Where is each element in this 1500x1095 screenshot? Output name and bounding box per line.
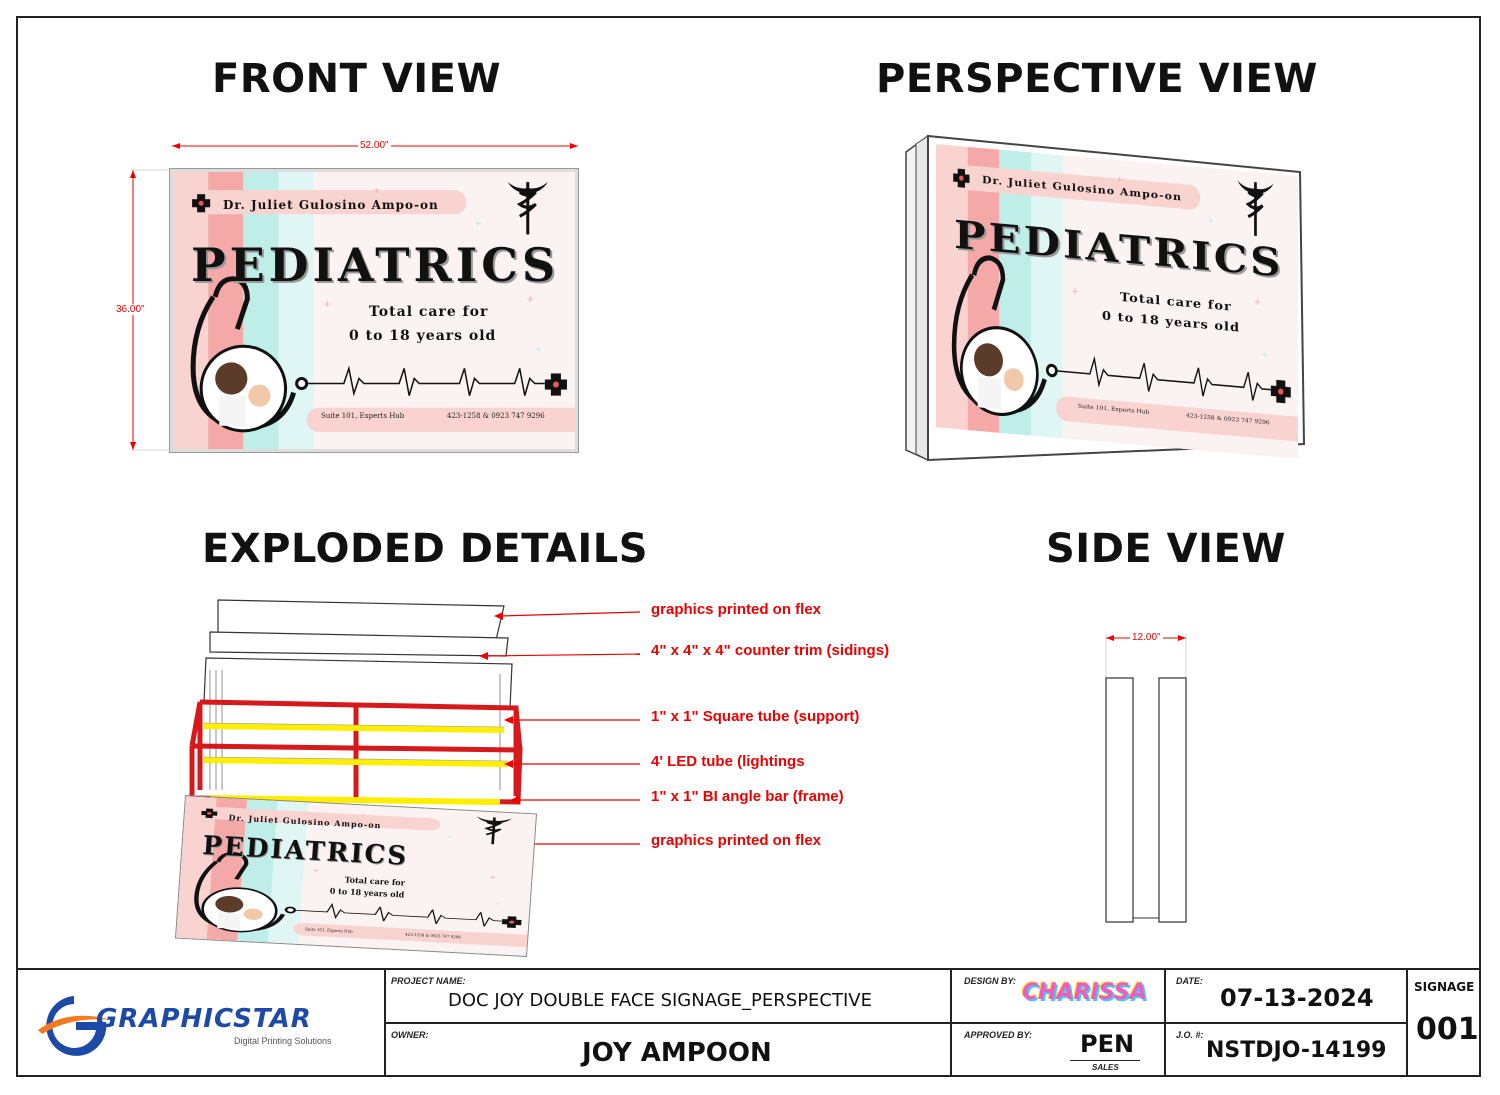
owner-cell: OWNER: JOY AMPOON	[384, 1024, 950, 1077]
design-label: DESIGN BY:	[964, 976, 1017, 986]
exploded-details: Dr. Juliet Gulosino Ampo-on PEDIATRICS T…	[170, 590, 910, 960]
graphicstar-swoosh-icon	[38, 996, 112, 1056]
sign-address: Suite 101, Experts Hub	[321, 412, 405, 420]
side-view-title: SIDE VIEW	[1046, 526, 1286, 572]
perspective-sign-face: Dr. Juliet Gulosino Ampo-on PEDIATRICS T…	[936, 144, 1298, 459]
side-view: 12.00"	[1090, 626, 1210, 926]
approved-cell: APPROVED BY: PEN SALES	[950, 1024, 1164, 1077]
design-cell: DESIGN BY: CHARISSA	[950, 970, 1164, 1024]
jo-cell: J.O. #: NSTDJO-14199	[1164, 1024, 1406, 1077]
title-block: GRAPHICSTAR Digital Printing Solutions P…	[16, 968, 1481, 1077]
depth-dimension-label: 12.00"	[1130, 632, 1163, 643]
width-dimension-label: 52.00"	[358, 140, 391, 151]
designer-name: CHARISSA	[1022, 980, 1147, 1005]
approver-underline	[1070, 1060, 1140, 1061]
sign-doctor-name: Dr. Juliet Gulosino Ampo-on	[223, 198, 439, 212]
logo-name: GRAPHICSTAR	[96, 1004, 312, 1034]
callout-front-graphics: graphics printed on flex	[651, 832, 822, 849]
date-value: 07-13-2024	[1220, 984, 1374, 1012]
callout-angle-bar: 1" x 1" BI angle bar (frame)	[651, 788, 844, 805]
exploded-details-title: EXPLODED DETAILS	[202, 526, 649, 572]
owner-name: JOY AMPOON	[582, 1038, 772, 1068]
approver-role: SALES	[1092, 1063, 1119, 1072]
front-view: 52.00" 36.00" Dr. Juliet Gulosino Ampo-o…	[100, 130, 600, 470]
date-label: DATE:	[1176, 976, 1203, 986]
sign-tagline-1: Total care for	[369, 304, 489, 320]
date-cell: DATE: 07-13-2024	[1164, 970, 1406, 1024]
signage-label: SIGNAGE	[1414, 980, 1475, 994]
jo-number: NSTDJO-14199	[1206, 1038, 1387, 1063]
logo-tagline: Digital Printing Solutions	[234, 1036, 332, 1046]
callout-back-graphics: graphics printed on flex	[651, 601, 822, 618]
approved-label: APPROVED BY:	[964, 1030, 1033, 1040]
exploded-layers-drawing	[189, 599, 641, 848]
sign-specialty: PEDIATRICS	[191, 238, 560, 292]
height-dimension-label: 36.00"	[116, 304, 145, 315]
front-view-title: FRONT VIEW	[212, 56, 502, 102]
exploded-front-graphic: Dr. Juliet Gulosino Ampo-on PEDIATRICS T…	[174, 795, 538, 957]
jo-label: J.O. #:	[1176, 1030, 1204, 1040]
project-label: PROJECT NAME:	[391, 976, 466, 986]
sign-tagline-2: 0 to 18 years old	[349, 328, 497, 344]
signage-number: 001	[1416, 1012, 1479, 1047]
signage-cell: SIGNAGE 001	[1406, 970, 1481, 1077]
callout-counter-trim: 4" x 4" x 4" counter trim (sidings)	[651, 642, 890, 659]
company-logo: GRAPHICSTAR Digital Printing Solutions	[16, 970, 384, 1077]
drawing-sheet	[16, 16, 1481, 1077]
project-name: DOC JOY DOUBLE FACE SIGNAGE_PERSPECTIVE	[448, 990, 872, 1011]
approver-name: PEN	[1080, 1030, 1135, 1058]
project-cell: PROJECT NAME: DOC JOY DOUBLE FACE SIGNAG…	[384, 970, 950, 1024]
callout-square-tube: 1" x 1" Square tube (support)	[651, 708, 860, 725]
owner-label: OWNER:	[391, 1030, 429, 1040]
callout-led-tube: 4' LED tube (lightings	[651, 753, 805, 770]
sign-phone: 423-1258 & 0923 747 9296	[447, 412, 545, 420]
side-view-drawing	[1105, 634, 1187, 923]
front-sign-board: Dr. Juliet Gulosino Ampo-on PEDIATRICS T…	[170, 169, 578, 452]
perspective-view-title: PERSPECTIVE VIEW	[876, 56, 1318, 102]
perspective-view: Dr. Juliet Gulosino Ampo-on PEDIATRICS T…	[900, 132, 1320, 472]
